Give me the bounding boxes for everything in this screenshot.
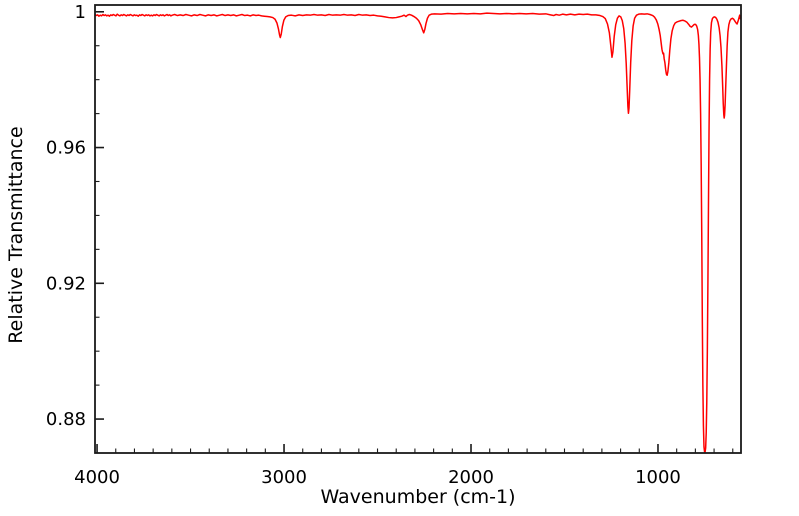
y-tick-label: 1 (75, 2, 86, 23)
x-tick-label: 1000 (635, 467, 681, 488)
y-tick-label: 0.92 (46, 273, 86, 294)
spectrum-line (95, 12, 741, 453)
x-axis-label: Wavenumber (cm-1) (320, 486, 516, 508)
y-tick-label: 0.88 (46, 409, 86, 430)
y-tick-label: 0.96 (46, 138, 86, 159)
x-tick-label: 3000 (261, 467, 307, 488)
y-axis-label: Relative Transmittance (5, 126, 27, 344)
x-tick-label: 2000 (448, 467, 494, 488)
plot-frame (94, 4, 742, 454)
x-tick-label: 4000 (74, 467, 120, 488)
